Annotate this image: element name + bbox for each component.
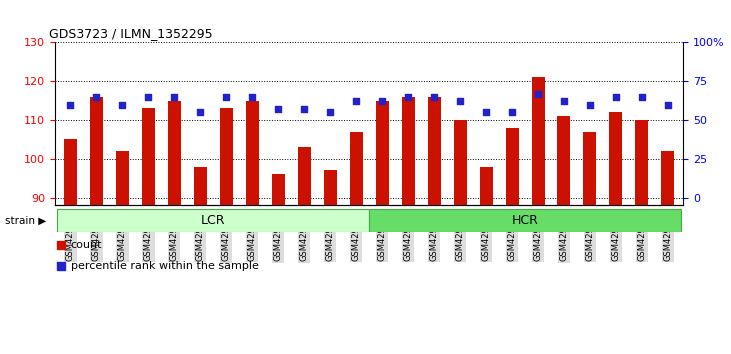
- Text: GDS3723 / ILMN_1352295: GDS3723 / ILMN_1352295: [48, 27, 212, 40]
- Point: [56, 242, 67, 247]
- Point: [376, 98, 388, 104]
- Point: [506, 109, 518, 115]
- Point: [636, 94, 648, 99]
- Bar: [401, 97, 414, 205]
- Point: [610, 94, 622, 99]
- Point: [350, 98, 362, 104]
- Bar: [376, 101, 389, 205]
- Bar: [298, 147, 311, 205]
- Bar: [116, 151, 129, 205]
- Bar: [272, 174, 285, 205]
- Bar: [246, 101, 259, 205]
- Text: count: count: [70, 240, 102, 250]
- Bar: [324, 170, 337, 205]
- Bar: [142, 108, 155, 205]
- Text: LCR: LCR: [201, 214, 226, 227]
- Bar: [428, 97, 441, 205]
- Point: [221, 94, 232, 99]
- Point: [168, 94, 180, 99]
- Text: percentile rank within the sample: percentile rank within the sample: [70, 261, 259, 272]
- Text: strain ▶: strain ▶: [5, 215, 47, 225]
- Point: [246, 94, 258, 99]
- Bar: [220, 108, 232, 205]
- Point: [143, 94, 154, 99]
- Text: HCR: HCR: [512, 214, 539, 227]
- Bar: [453, 120, 466, 205]
- Bar: [558, 116, 570, 205]
- Bar: [168, 101, 181, 205]
- Point: [662, 102, 674, 107]
- Bar: [369, 209, 681, 232]
- Point: [64, 102, 76, 107]
- Bar: [90, 97, 103, 205]
- Bar: [194, 166, 207, 205]
- Point: [194, 109, 206, 115]
- Bar: [531, 78, 545, 205]
- Bar: [349, 132, 363, 205]
- Point: [558, 98, 570, 104]
- Bar: [58, 209, 369, 232]
- Bar: [635, 120, 648, 205]
- Bar: [480, 166, 493, 205]
- Bar: [662, 151, 675, 205]
- Point: [428, 94, 440, 99]
- Point: [325, 109, 336, 115]
- Bar: [583, 132, 596, 205]
- Point: [584, 102, 596, 107]
- Point: [298, 106, 310, 112]
- Bar: [64, 139, 77, 205]
- Point: [116, 102, 128, 107]
- Point: [273, 106, 284, 112]
- Point: [56, 263, 67, 269]
- Point: [454, 98, 466, 104]
- Point: [91, 94, 102, 99]
- Bar: [610, 112, 622, 205]
- Point: [480, 109, 492, 115]
- Point: [532, 91, 544, 97]
- Point: [402, 94, 414, 99]
- Bar: [506, 128, 518, 205]
